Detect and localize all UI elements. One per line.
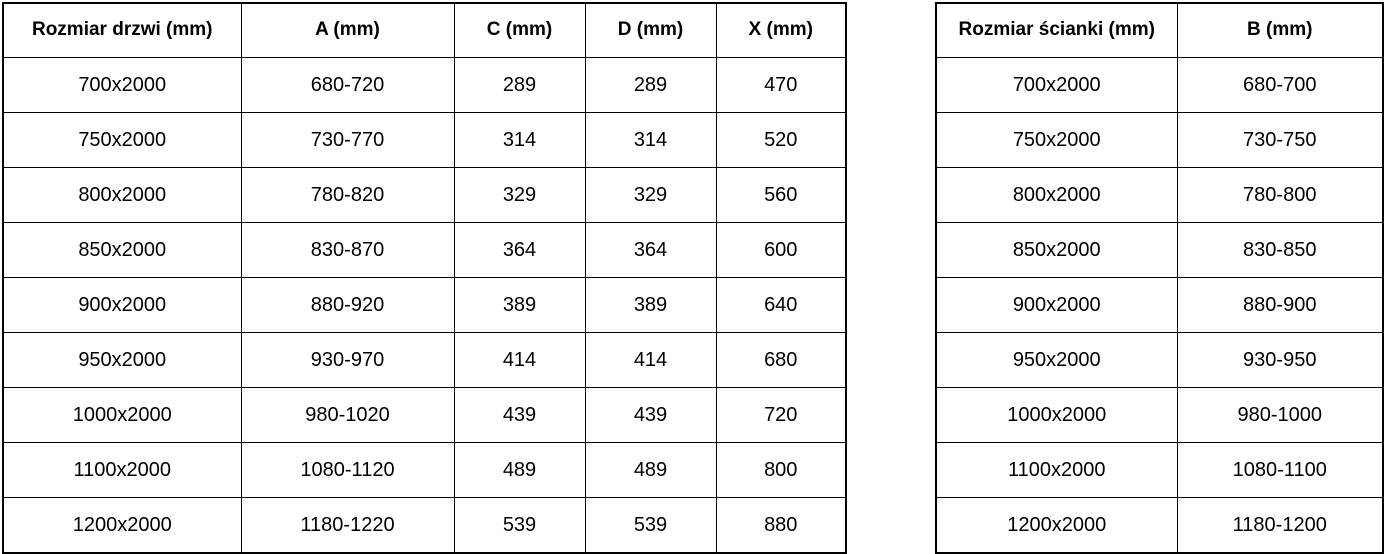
cell-b: 880-900 [1176,277,1384,333]
column-header-d: D (mm) [584,2,717,58]
wall-table-header: Rozmiar ścianki (mm) B (mm) [935,2,1384,58]
wall-table-body: 700x2000 680-700 750x2000 730-750 800x20… [935,57,1384,554]
wall-size-dimensions-table: Rozmiar ścianki (mm) B (mm) 700x2000 680… [935,2,1384,554]
cell-c: 314 [453,112,586,168]
cell-door-size: 1100x2000 [2,442,242,498]
cell-door-size: 900x2000 [2,277,242,333]
cell-x: 800 [715,442,847,498]
cell-c: 539 [453,497,586,554]
cell-d: 314 [584,112,717,168]
cell-wall-size: 850x2000 [935,222,1178,278]
cell-b: 730-750 [1176,112,1384,168]
table-row: 1200x2000 1180-1200 [935,497,1384,554]
table-row: 1000x2000 980-1020 439 439 720 [2,387,847,443]
cell-x: 880 [715,497,847,554]
cell-a: 780-820 [240,167,455,223]
column-header-door-size: Rozmiar drzwi (mm) [2,2,242,58]
cell-c: 389 [453,277,586,333]
cell-d: 489 [584,442,717,498]
cell-x: 720 [715,387,847,443]
cell-door-size: 1000x2000 [2,387,242,443]
column-header-b: B (mm) [1176,2,1384,58]
cell-x: 680 [715,332,847,388]
table-row: 950x2000 930-950 [935,332,1384,388]
cell-b: 780-800 [1176,167,1384,223]
cell-door-size: 850x2000 [2,222,242,278]
cell-door-size: 800x2000 [2,167,242,223]
cell-d: 414 [584,332,717,388]
cell-d: 329 [584,167,717,223]
table-row: 750x2000 730-750 [935,112,1384,168]
table-row: 800x2000 780-820 329 329 560 [2,167,847,223]
cell-x: 560 [715,167,847,223]
table-row: 800x2000 780-800 [935,167,1384,223]
cell-wall-size: 750x2000 [935,112,1178,168]
table-header-row: Rozmiar ścianki (mm) B (mm) [935,2,1384,58]
door-table-header: Rozmiar drzwi (mm) A (mm) C (mm) D (mm) … [2,2,847,58]
cell-wall-size: 900x2000 [935,277,1178,333]
cell-c: 364 [453,222,586,278]
cell-a: 930-970 [240,332,455,388]
cell-a: 680-720 [240,57,455,113]
cell-b: 1080-1100 [1176,442,1384,498]
table-row: 700x2000 680-700 [935,57,1384,113]
cell-x: 520 [715,112,847,168]
cell-c: 414 [453,332,586,388]
table-row: 700x2000 680-720 289 289 470 [2,57,847,113]
cell-a: 1180-1220 [240,497,455,554]
column-header-x: X (mm) [715,2,847,58]
cell-b: 980-1000 [1176,387,1384,443]
cell-a: 830-870 [240,222,455,278]
cell-c: 439 [453,387,586,443]
cell-c: 329 [453,167,586,223]
table-row: 950x2000 930-970 414 414 680 [2,332,847,388]
cell-x: 640 [715,277,847,333]
cell-wall-size: 1100x2000 [935,442,1178,498]
cell-a: 730-770 [240,112,455,168]
table-row: 850x2000 830-870 364 364 600 [2,222,847,278]
door-table-body: 700x2000 680-720 289 289 470 750x2000 73… [2,57,847,554]
table-row: 1100x2000 1080-1120 489 489 800 [2,442,847,498]
cell-door-size: 750x2000 [2,112,242,168]
cell-a: 980-1020 [240,387,455,443]
door-size-dimensions-table: Rozmiar drzwi (mm) A (mm) C (mm) D (mm) … [2,2,847,554]
table-header-row: Rozmiar drzwi (mm) A (mm) C (mm) D (mm) … [2,2,847,58]
cell-wall-size: 1000x2000 [935,387,1178,443]
table-row: 850x2000 830-850 [935,222,1384,278]
cell-d: 364 [584,222,717,278]
table-row: 900x2000 880-900 [935,277,1384,333]
cell-d: 289 [584,57,717,113]
cell-b: 830-850 [1176,222,1384,278]
column-header-a: A (mm) [240,2,455,58]
cell-door-size: 1200x2000 [2,497,242,554]
cell-b: 930-950 [1176,332,1384,388]
cell-a: 880-920 [240,277,455,333]
cell-x: 470 [715,57,847,113]
table-row: 1200x2000 1180-1220 539 539 880 [2,497,847,554]
cell-d: 539 [584,497,717,554]
cell-b: 1180-1200 [1176,497,1384,554]
cell-door-size: 950x2000 [2,332,242,388]
cell-x: 600 [715,222,847,278]
cell-d: 439 [584,387,717,443]
table-row: 900x2000 880-920 389 389 640 [2,277,847,333]
column-header-wall-size: Rozmiar ścianki (mm) [935,2,1178,58]
cell-c: 489 [453,442,586,498]
table-row: 750x2000 730-770 314 314 520 [2,112,847,168]
column-header-c: C (mm) [453,2,586,58]
cell-door-size: 700x2000 [2,57,242,113]
cell-wall-size: 700x2000 [935,57,1178,113]
cell-c: 289 [453,57,586,113]
cell-a: 1080-1120 [240,442,455,498]
cell-b: 680-700 [1176,57,1384,113]
cell-wall-size: 1200x2000 [935,497,1178,554]
cell-wall-size: 800x2000 [935,167,1178,223]
table-row: 1000x2000 980-1000 [935,387,1384,443]
cell-wall-size: 950x2000 [935,332,1178,388]
table-row: 1100x2000 1080-1100 [935,442,1384,498]
cell-d: 389 [584,277,717,333]
